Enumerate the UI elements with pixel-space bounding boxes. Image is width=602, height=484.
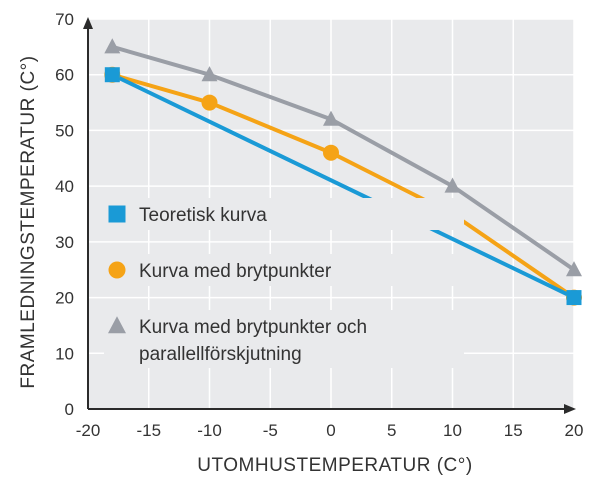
data-point-triangle bbox=[444, 177, 461, 193]
x-tick-label: 20 bbox=[565, 421, 584, 440]
legend-row-background bbox=[104, 254, 464, 286]
y-axis-title: FRAMLEDNINGSTEMPERATUR (C°) bbox=[18, 55, 39, 388]
x-tick-label: 5 bbox=[387, 421, 396, 440]
y-tick-labels: 0 10 20 30 40 50 60 70 bbox=[55, 10, 74, 419]
x-tick-label: 15 bbox=[504, 421, 523, 440]
y-tick-label: 60 bbox=[55, 66, 74, 85]
legend-marker-square bbox=[108, 205, 126, 223]
legend-label: parallellförskjutning bbox=[139, 344, 302, 365]
data-point-triangle bbox=[566, 261, 582, 277]
y-tick-label: 70 bbox=[55, 10, 74, 29]
y-tick-label: 30 bbox=[55, 233, 74, 252]
y-tick-label: 40 bbox=[55, 177, 74, 196]
legend-row-background bbox=[104, 310, 464, 368]
x-tick-label: -20 bbox=[76, 421, 101, 440]
legend: Teoretisk kurva Kurva med brytpunkter Kurv… bbox=[104, 198, 464, 368]
data-point-square bbox=[104, 67, 120, 83]
series-line-square bbox=[111, 72, 575, 300]
x-tick-label: -5 bbox=[263, 421, 278, 440]
x-tick-label: -15 bbox=[136, 421, 161, 440]
y-tick-label: 0 bbox=[65, 400, 74, 419]
legend-marker-triangle bbox=[108, 316, 126, 334]
data-point-circle bbox=[201, 94, 218, 111]
x-tick-label: 0 bbox=[326, 421, 335, 440]
x-axis-title: UTOMHUSTEMPERATUR (C°) bbox=[197, 455, 472, 476]
series-layer bbox=[104, 38, 582, 306]
data-point-triangle bbox=[104, 38, 121, 54]
y-tick-label: 50 bbox=[55, 121, 74, 140]
data-point-square bbox=[566, 290, 582, 306]
y-axis-arrow-icon bbox=[83, 17, 93, 29]
legend-marker-circle bbox=[108, 261, 126, 279]
x-tick-label: -10 bbox=[197, 421, 222, 440]
legend-label: Teoretisk kurva bbox=[139, 205, 267, 226]
x-tick-label: 10 bbox=[443, 421, 462, 440]
y-tick-label: 10 bbox=[55, 344, 74, 363]
data-point-triangle bbox=[201, 66, 218, 82]
data-point-triangle bbox=[323, 110, 339, 126]
legend-label: Kurva med brytpunkter bbox=[139, 261, 332, 282]
x-tick-labels: -20 -15 -10 -5 0 5 10 15 20 bbox=[76, 421, 584, 440]
legend-label: Kurva med brytpunkter och bbox=[139, 317, 367, 338]
y-tick-label: 20 bbox=[55, 289, 74, 308]
axes bbox=[83, 17, 576, 414]
legend-row-background bbox=[104, 198, 464, 230]
x-axis-arrow-icon bbox=[564, 404, 576, 414]
data-point-circle bbox=[323, 144, 339, 161]
